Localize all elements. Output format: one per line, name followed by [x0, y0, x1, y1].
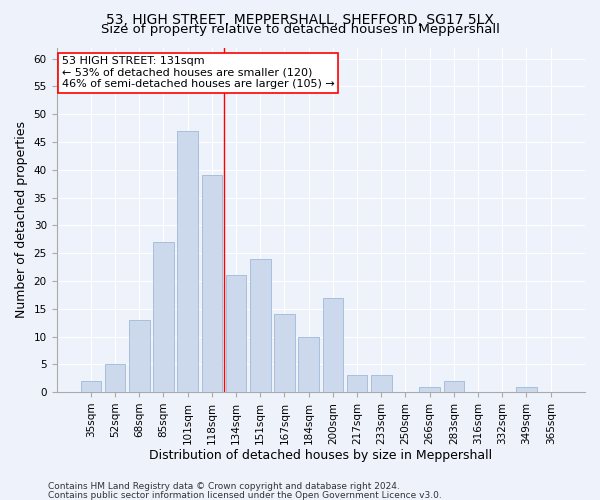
Bar [347, 376, 367, 392]
Bar [323, 298, 343, 392]
Text: 53, HIGH STREET, MEPPERSHALL, SHEFFORD, SG17 5LX: 53, HIGH STREET, MEPPERSHALL, SHEFFORD, … [106, 12, 494, 26]
Bar [226, 276, 247, 392]
X-axis label: Distribution of detached houses by size in Meppershall: Distribution of detached houses by size … [149, 450, 493, 462]
Bar [129, 320, 149, 392]
Bar [419, 386, 440, 392]
Bar [516, 386, 537, 392]
Bar [298, 336, 319, 392]
Bar [202, 176, 222, 392]
Bar [371, 376, 392, 392]
Bar [443, 381, 464, 392]
Text: Size of property relative to detached houses in Meppershall: Size of property relative to detached ho… [101, 22, 499, 36]
Bar [153, 242, 174, 392]
Text: 53 HIGH STREET: 131sqm
← 53% of detached houses are smaller (120)
46% of semi-de: 53 HIGH STREET: 131sqm ← 53% of detached… [62, 56, 335, 90]
Bar [274, 314, 295, 392]
Bar [80, 381, 101, 392]
Y-axis label: Number of detached properties: Number of detached properties [15, 122, 28, 318]
Bar [105, 364, 125, 392]
Text: Contains public sector information licensed under the Open Government Licence v3: Contains public sector information licen… [48, 490, 442, 500]
Text: Contains HM Land Registry data © Crown copyright and database right 2024.: Contains HM Land Registry data © Crown c… [48, 482, 400, 491]
Bar [178, 131, 198, 392]
Bar [250, 258, 271, 392]
